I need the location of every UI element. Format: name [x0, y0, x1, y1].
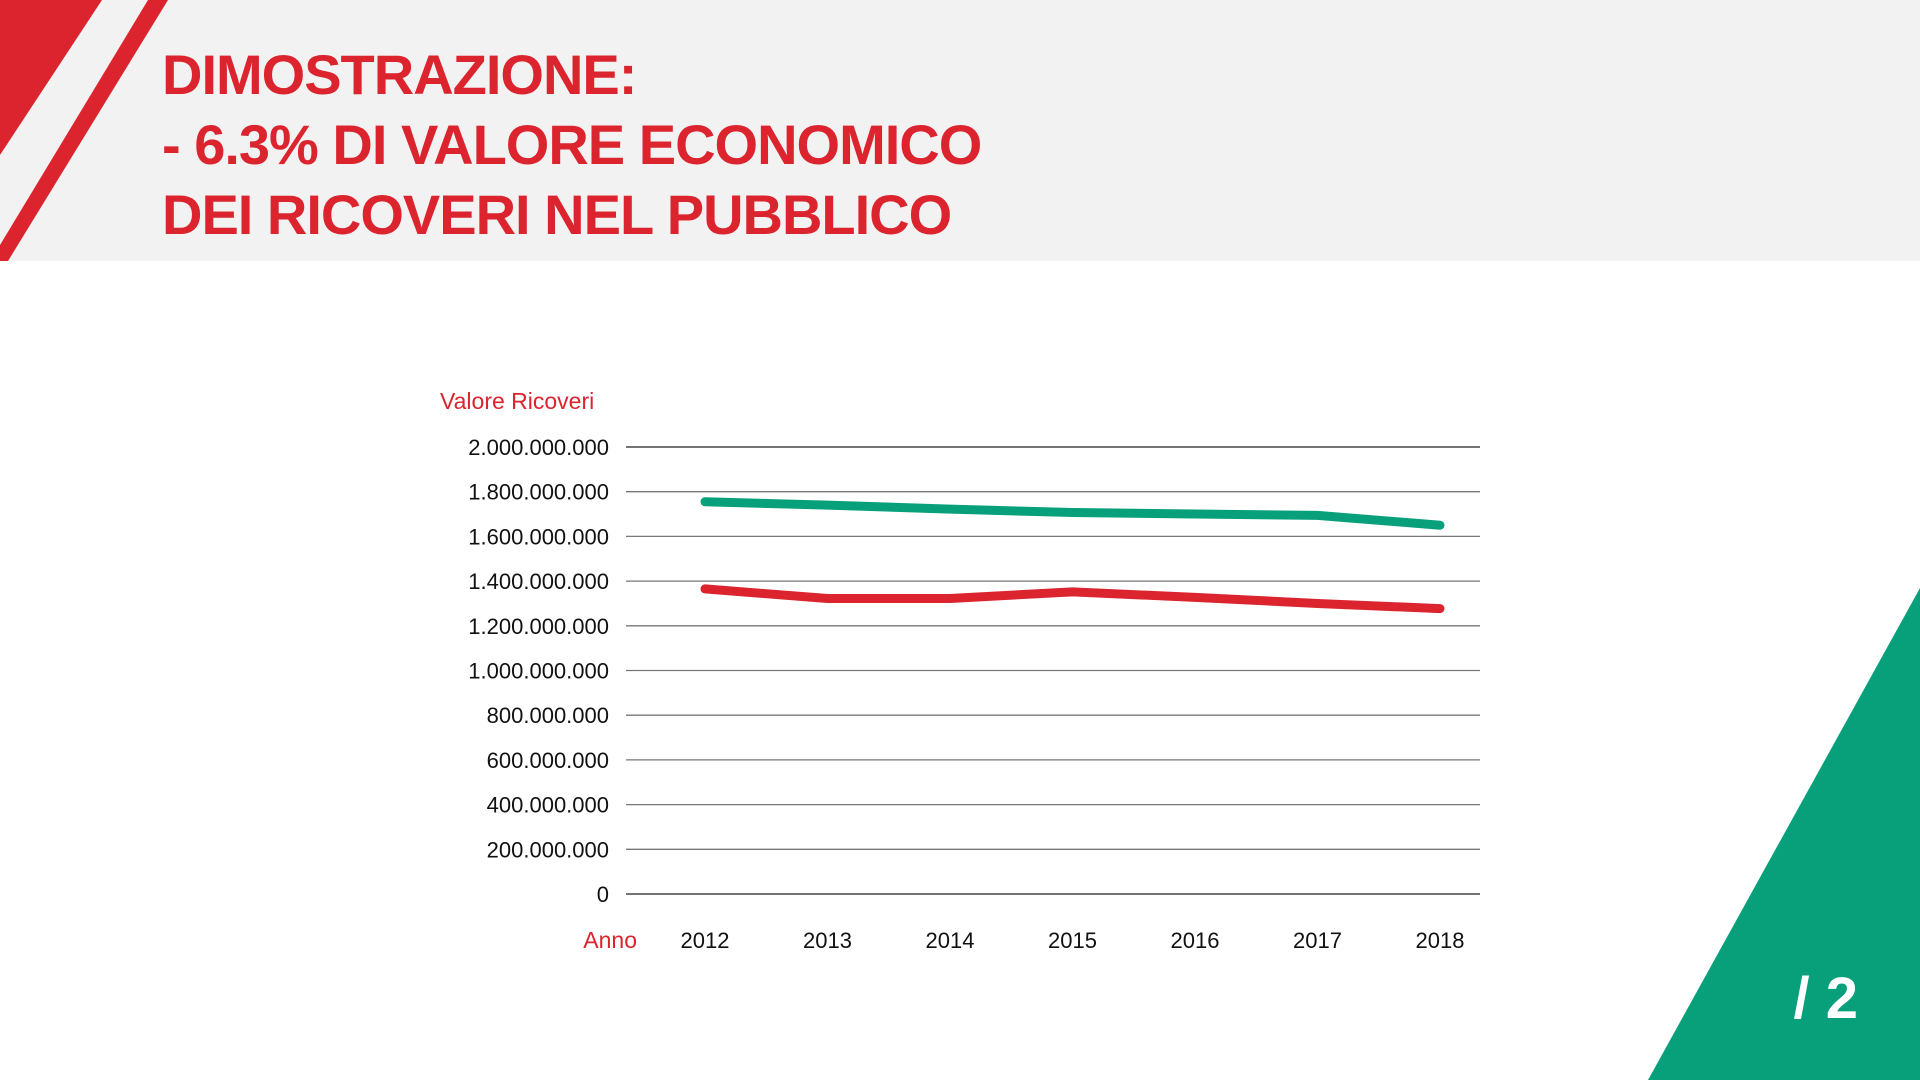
x-axis-label: Anno — [583, 927, 637, 953]
title-line-3: DEI RICOVERI NEL PUBBLICO — [162, 183, 952, 246]
x-tick-label: 2017 — [1293, 928, 1342, 953]
x-tick-label: 2012 — [681, 928, 730, 953]
red-stripe — [0, 0, 168, 261]
y-tick-label: 1.600.000.000 — [468, 524, 609, 549]
y-tick-label: 400.000.000 — [487, 793, 609, 818]
title-line-1: DIMOSTRAZIONE: — [162, 43, 637, 106]
x-tick-label: 2016 — [1171, 928, 1220, 953]
page-title: DIMOSTRAZIONE: - 6.3% DI VALORE ECONOMIC… — [162, 40, 982, 250]
y-tick-label: 0 — [597, 882, 609, 907]
x-tick-label: 2014 — [926, 928, 975, 953]
x-tick-label: 2013 — [803, 928, 852, 953]
y-tick-label: 2.000.000.000 — [468, 435, 609, 460]
y-axis-label: Valore Ricoveri — [440, 388, 594, 414]
y-tick-label: 1.000.000.000 — [468, 659, 609, 684]
y-tick-label: 600.000.000 — [487, 748, 609, 773]
red-corner-triangle — [0, 0, 102, 155]
y-tick-label: 1.800.000.000 — [468, 480, 609, 505]
green-series-line — [700, 497, 1445, 530]
y-tick-label: 800.000.000 — [487, 703, 609, 728]
x-tick-label: 2015 — [1048, 928, 1097, 953]
x-tick-label: 2018 — [1416, 928, 1465, 953]
page-number: / 2 — [1793, 966, 1859, 1031]
y-tick-label: 200.000.000 — [487, 837, 609, 862]
y-tick-label: 1.200.000.000 — [468, 614, 609, 639]
header-band — [0, 0, 1920, 261]
green-corner-triangle — [1648, 588, 1920, 1080]
title-line-2: - 6.3% DI VALORE ECONOMICO — [162, 113, 982, 176]
y-tick-label: 1.400.000.000 — [468, 569, 609, 594]
